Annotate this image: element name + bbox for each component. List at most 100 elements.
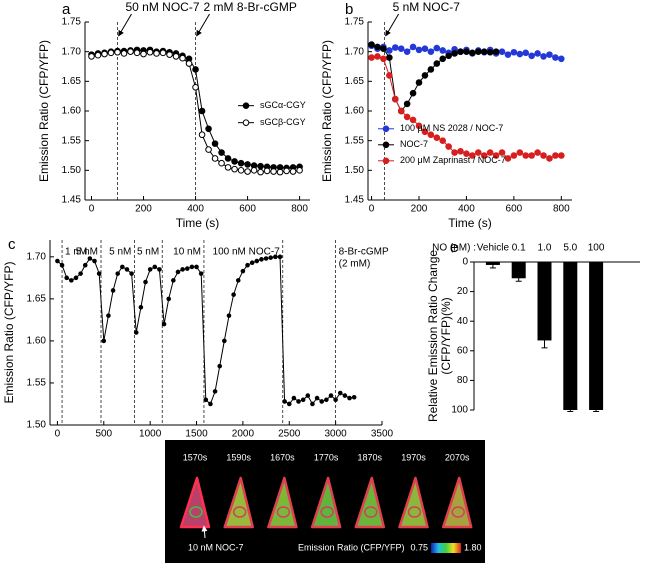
- y-axis-label: Emission Ratio (CFP/YFP): [2, 261, 16, 403]
- data-point: [380, 45, 387, 53]
- x-tick-label: 0: [55, 429, 61, 440]
- annotation: 100 nM NOC-7: [213, 247, 281, 258]
- data-point: [270, 168, 277, 175]
- data-point: [516, 50, 524, 58]
- data-point: [211, 155, 219, 162]
- data-point: [106, 313, 111, 318]
- data-point: [439, 137, 447, 144]
- data-point: [245, 262, 250, 268]
- data-point: [445, 52, 452, 60]
- legend-marker: [382, 125, 390, 133]
- time-label: 1770s: [314, 452, 339, 462]
- data-point: [231, 158, 238, 165]
- data-point: [391, 44, 399, 51]
- data-point: [192, 66, 199, 73]
- annotation-arrow: [118, 13, 132, 37]
- colorbar-max: 1.80: [464, 542, 482, 552]
- data-point: [231, 165, 238, 173]
- data-point: [368, 54, 375, 61]
- data-point: [146, 48, 154, 56]
- y-tick-label: 1.55: [62, 135, 82, 146]
- data-point: [244, 161, 251, 168]
- data-point: [427, 66, 435, 73]
- x-tick-label: 0: [89, 204, 95, 215]
- data-point: [166, 51, 173, 58]
- data-point: [540, 152, 547, 159]
- data-point: [184, 266, 190, 271]
- data-point: [427, 131, 435, 139]
- data-point: [374, 53, 381, 60]
- data-point: [133, 330, 139, 335]
- data-point: [415, 46, 423, 54]
- data-point: [143, 279, 148, 285]
- data-point: [101, 50, 108, 58]
- x-tick-label: 1500: [185, 429, 208, 440]
- time-label: 1590s: [226, 452, 251, 462]
- data-point: [433, 60, 441, 67]
- data-point: [291, 395, 297, 401]
- data-point: [133, 49, 141, 57]
- bar: [537, 262, 552, 341]
- data-point: [218, 159, 225, 167]
- x-tick-label: 3000: [325, 429, 348, 440]
- data-point: [427, 48, 435, 55]
- data-point: [286, 401, 292, 407]
- data-point: [268, 255, 274, 260]
- data-point: [194, 264, 199, 270]
- data-point: [240, 268, 246, 274]
- legend-label: 200 μM Zaprinast / NOC-7: [400, 155, 506, 165]
- x-tick-label: 800: [553, 204, 570, 215]
- legend-label: NOC-7: [400, 139, 428, 149]
- data-point: [171, 278, 176, 283]
- data-point: [257, 162, 264, 170]
- data-point: [397, 107, 405, 115]
- data-point: [534, 149, 541, 156]
- cell: [310, 476, 342, 529]
- y-tick-label: 1.70: [345, 46, 365, 57]
- data-point: [120, 264, 125, 270]
- data-point: [189, 264, 195, 270]
- data-point: [217, 363, 223, 369]
- x-tick-label: 400: [187, 204, 204, 215]
- y-tick-label: 1.45: [62, 195, 82, 206]
- nucleus: [451, 506, 465, 518]
- data-point: [522, 152, 530, 159]
- data-point: [558, 55, 565, 63]
- data-point: [129, 271, 134, 276]
- cell: [441, 476, 473, 529]
- y-tick-label: 60: [457, 345, 469, 356]
- x-tick-label: 2500: [278, 429, 301, 440]
- data-point: [120, 50, 128, 57]
- legend-label: sGCα-CGY: [260, 100, 306, 110]
- data-point: [64, 275, 69, 281]
- data-point: [409, 89, 417, 97]
- data-point: [259, 257, 264, 262]
- panel-label: c: [8, 236, 16, 253]
- data-point: [212, 389, 218, 394]
- y-tick-label: 1.65: [62, 76, 82, 87]
- data-point: [152, 264, 158, 270]
- y-tick-label: 1.65: [345, 76, 365, 87]
- y-tick-label: 1.60: [62, 106, 82, 117]
- data-point: [192, 83, 199, 91]
- data-point: [114, 48, 121, 56]
- data-point: [475, 48, 482, 55]
- annotation: 1 nM: [65, 247, 87, 258]
- data-point: [421, 128, 429, 136]
- annotation: 5 nM NOC-7: [393, 0, 461, 14]
- annotation: 5 nM: [109, 247, 131, 258]
- y-tick-label: 1.75: [62, 17, 82, 28]
- data-point: [546, 155, 553, 162]
- data-point: [115, 271, 120, 276]
- time-label: 1870s: [358, 452, 383, 462]
- y-tick-label: 1.70: [62, 46, 82, 57]
- data-point: [457, 48, 464, 55]
- data-point: [180, 267, 185, 272]
- y-tick-label: 1.65: [27, 294, 47, 305]
- data-point: [92, 258, 97, 264]
- nucleus: [320, 506, 334, 518]
- y-tick-label: 1.50: [27, 420, 47, 431]
- x-tick-label: 1000: [139, 429, 162, 440]
- data-point: [534, 50, 541, 57]
- data-point: [510, 152, 518, 159]
